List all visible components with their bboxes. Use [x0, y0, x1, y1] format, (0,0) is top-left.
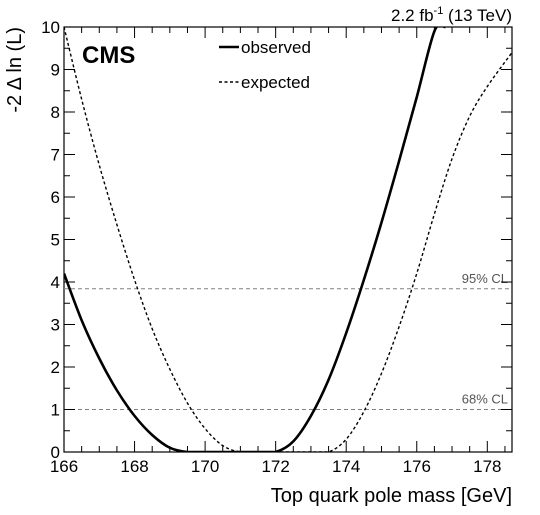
legend-label-expected: expected	[241, 73, 310, 92]
luminosity-label: 2.2 fb-1 (13 TeV)	[391, 5, 512, 25]
x-tick-label: 178	[473, 457, 501, 476]
luminosity-value: 2.2 fb	[391, 6, 434, 25]
legend: observed expected	[219, 38, 311, 92]
confidence-level-lines: 95% CL 68% CL	[64, 271, 512, 410]
y-tick-label: 0	[51, 443, 60, 462]
x-tick-label: 176	[403, 457, 431, 476]
y-tick-label: 10	[41, 18, 60, 37]
y-tick-label: 2	[51, 358, 60, 377]
x-tick-label: 170	[191, 457, 219, 476]
y-axis-title: -2 Δ ln (L)	[4, 27, 26, 113]
cl-label-0: 95% CL	[462, 271, 508, 286]
x-tick-label: 172	[261, 457, 289, 476]
y-tick-label: 5	[51, 231, 60, 250]
luminosity-unit-exponent: -1	[434, 5, 444, 17]
y-tick-label: 7	[51, 146, 60, 165]
x-axis-ticks: 166 168 170 172 174 176 178	[50, 27, 506, 476]
legend-label-observed: observed	[241, 38, 311, 57]
y-tick-label: 6	[51, 188, 60, 207]
y-tick-label: 3	[51, 316, 60, 335]
x-axis-title: Top quark pole mass [GeV]	[271, 485, 512, 507]
y-tick-label: 1	[51, 401, 60, 420]
y-tick-label: 8	[51, 103, 60, 122]
x-tick-label: 174	[332, 457, 360, 476]
cl-label-1: 68% CL	[462, 392, 508, 407]
series-expected-line	[64, 27, 512, 452]
x-tick-label: 166	[50, 457, 78, 476]
x-tick-label: 168	[120, 457, 148, 476]
experiment-label: CMS	[82, 42, 135, 69]
series-observed-line	[64, 27, 446, 452]
likelihood-curves	[64, 27, 512, 452]
collision-energy: (13 TeV)	[443, 6, 512, 25]
y-tick-label: 4	[51, 273, 60, 292]
y-tick-label: 9	[51, 61, 60, 80]
y-axis-ticks: 0 1 2 3 4 5 6 7 8 9 10	[41, 18, 512, 462]
